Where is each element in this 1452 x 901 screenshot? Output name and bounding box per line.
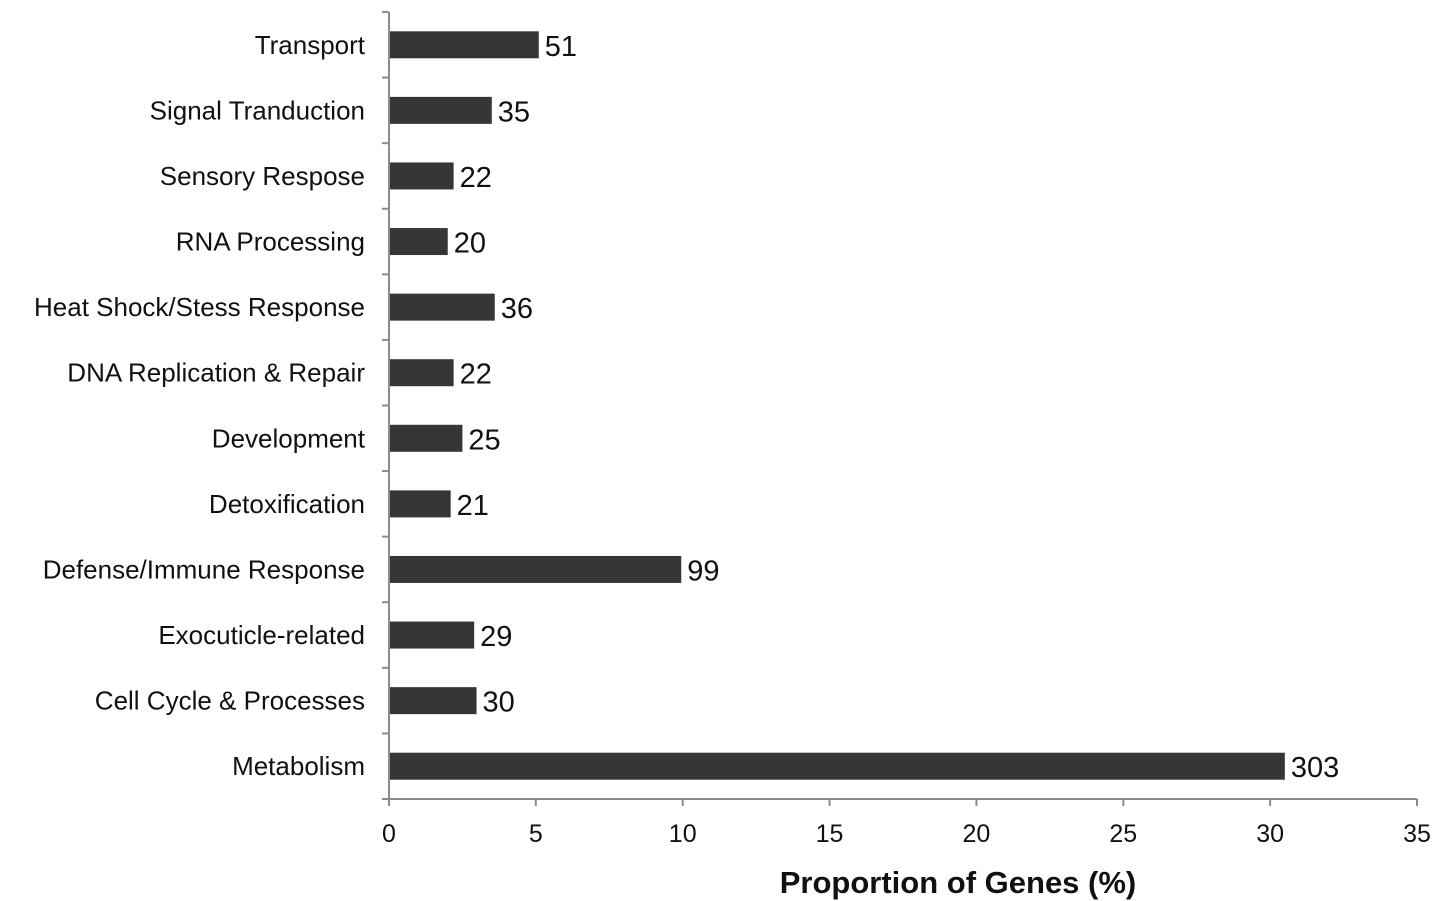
- bar-transport: [390, 31, 539, 59]
- labels-group: Metabolism 303 Cell Cycle & Processes 30 Exo…: [34, 30, 1431, 848]
- bars-group: [390, 31, 1285, 780]
- category-label-metabolism: Metabolism: [232, 751, 365, 781]
- data-label-cell-cycle-processes: 30: [483, 687, 515, 719]
- data-label-transport: 51: [545, 31, 577, 63]
- data-label-sensory-respose: 22: [460, 162, 492, 194]
- x-tick-label-25: 25: [1109, 820, 1137, 848]
- data-label-detoxification: 21: [457, 490, 489, 522]
- x-tick-label-20: 20: [963, 820, 991, 848]
- data-label-signal-tranduction: 35: [498, 96, 530, 128]
- data-label-development: 25: [468, 424, 500, 456]
- category-label-cell-cycle-processes: Cell Cycle & Processes: [95, 686, 365, 716]
- bar-cell-cycle-processes: [390, 687, 477, 715]
- bar-metabolism: [390, 752, 1285, 780]
- data-label-rna-processing: 20: [454, 228, 486, 260]
- category-label-transport: Transport: [255, 30, 366, 60]
- bar-development: [390, 424, 463, 452]
- bar-sensory-respose: [390, 162, 454, 190]
- data-label-heat-shock-stess-response: 36: [501, 293, 533, 325]
- category-label-defense-immune-response: Defense/Immune Response: [43, 554, 365, 584]
- data-label-defense-immune-response: 99: [687, 555, 719, 587]
- category-label-heat-shock-stess-response: Heat Shock/Stess Response: [34, 292, 365, 322]
- data-label-dna-replication-repair: 22: [460, 359, 492, 391]
- category-label-exocuticle-related: Exocuticle-related: [158, 620, 365, 650]
- x-tick-label-35: 35: [1403, 820, 1431, 848]
- x-axis-title: Proportion of Genes (%): [780, 865, 1137, 900]
- category-label-development: Development: [212, 423, 366, 453]
- bar-heat-shock-stess-response: [390, 293, 495, 321]
- data-label-metabolism: 303: [1291, 752, 1339, 784]
- x-tick-label-30: 30: [1256, 820, 1284, 848]
- bar-exocuticle-related: [390, 621, 475, 649]
- axes-group: [382, 11, 1418, 806]
- category-label-dna-replication-repair: DNA Replication & Repair: [67, 358, 365, 388]
- x-tick-label-15: 15: [816, 820, 844, 848]
- bar-defense-immune-response: [390, 555, 682, 583]
- bar-detoxification: [390, 490, 451, 518]
- x-tick-label-5: 5: [529, 820, 543, 848]
- x-tick-label-10: 10: [669, 820, 697, 848]
- bar-rna-processing: [390, 228, 448, 256]
- x-tick-label-0: 0: [382, 820, 396, 848]
- bar-signal-tranduction: [390, 96, 492, 124]
- category-label-sensory-respose: Sensory Respose: [160, 161, 365, 191]
- category-label-detoxification: Detoxification: [209, 489, 365, 519]
- bar-dna-replication-repair: [390, 359, 454, 387]
- data-label-exocuticle-related: 29: [480, 621, 512, 653]
- category-label-signal-tranduction: Signal Tranduction: [150, 95, 365, 125]
- category-label-rna-processing: RNA Processing: [176, 227, 365, 257]
